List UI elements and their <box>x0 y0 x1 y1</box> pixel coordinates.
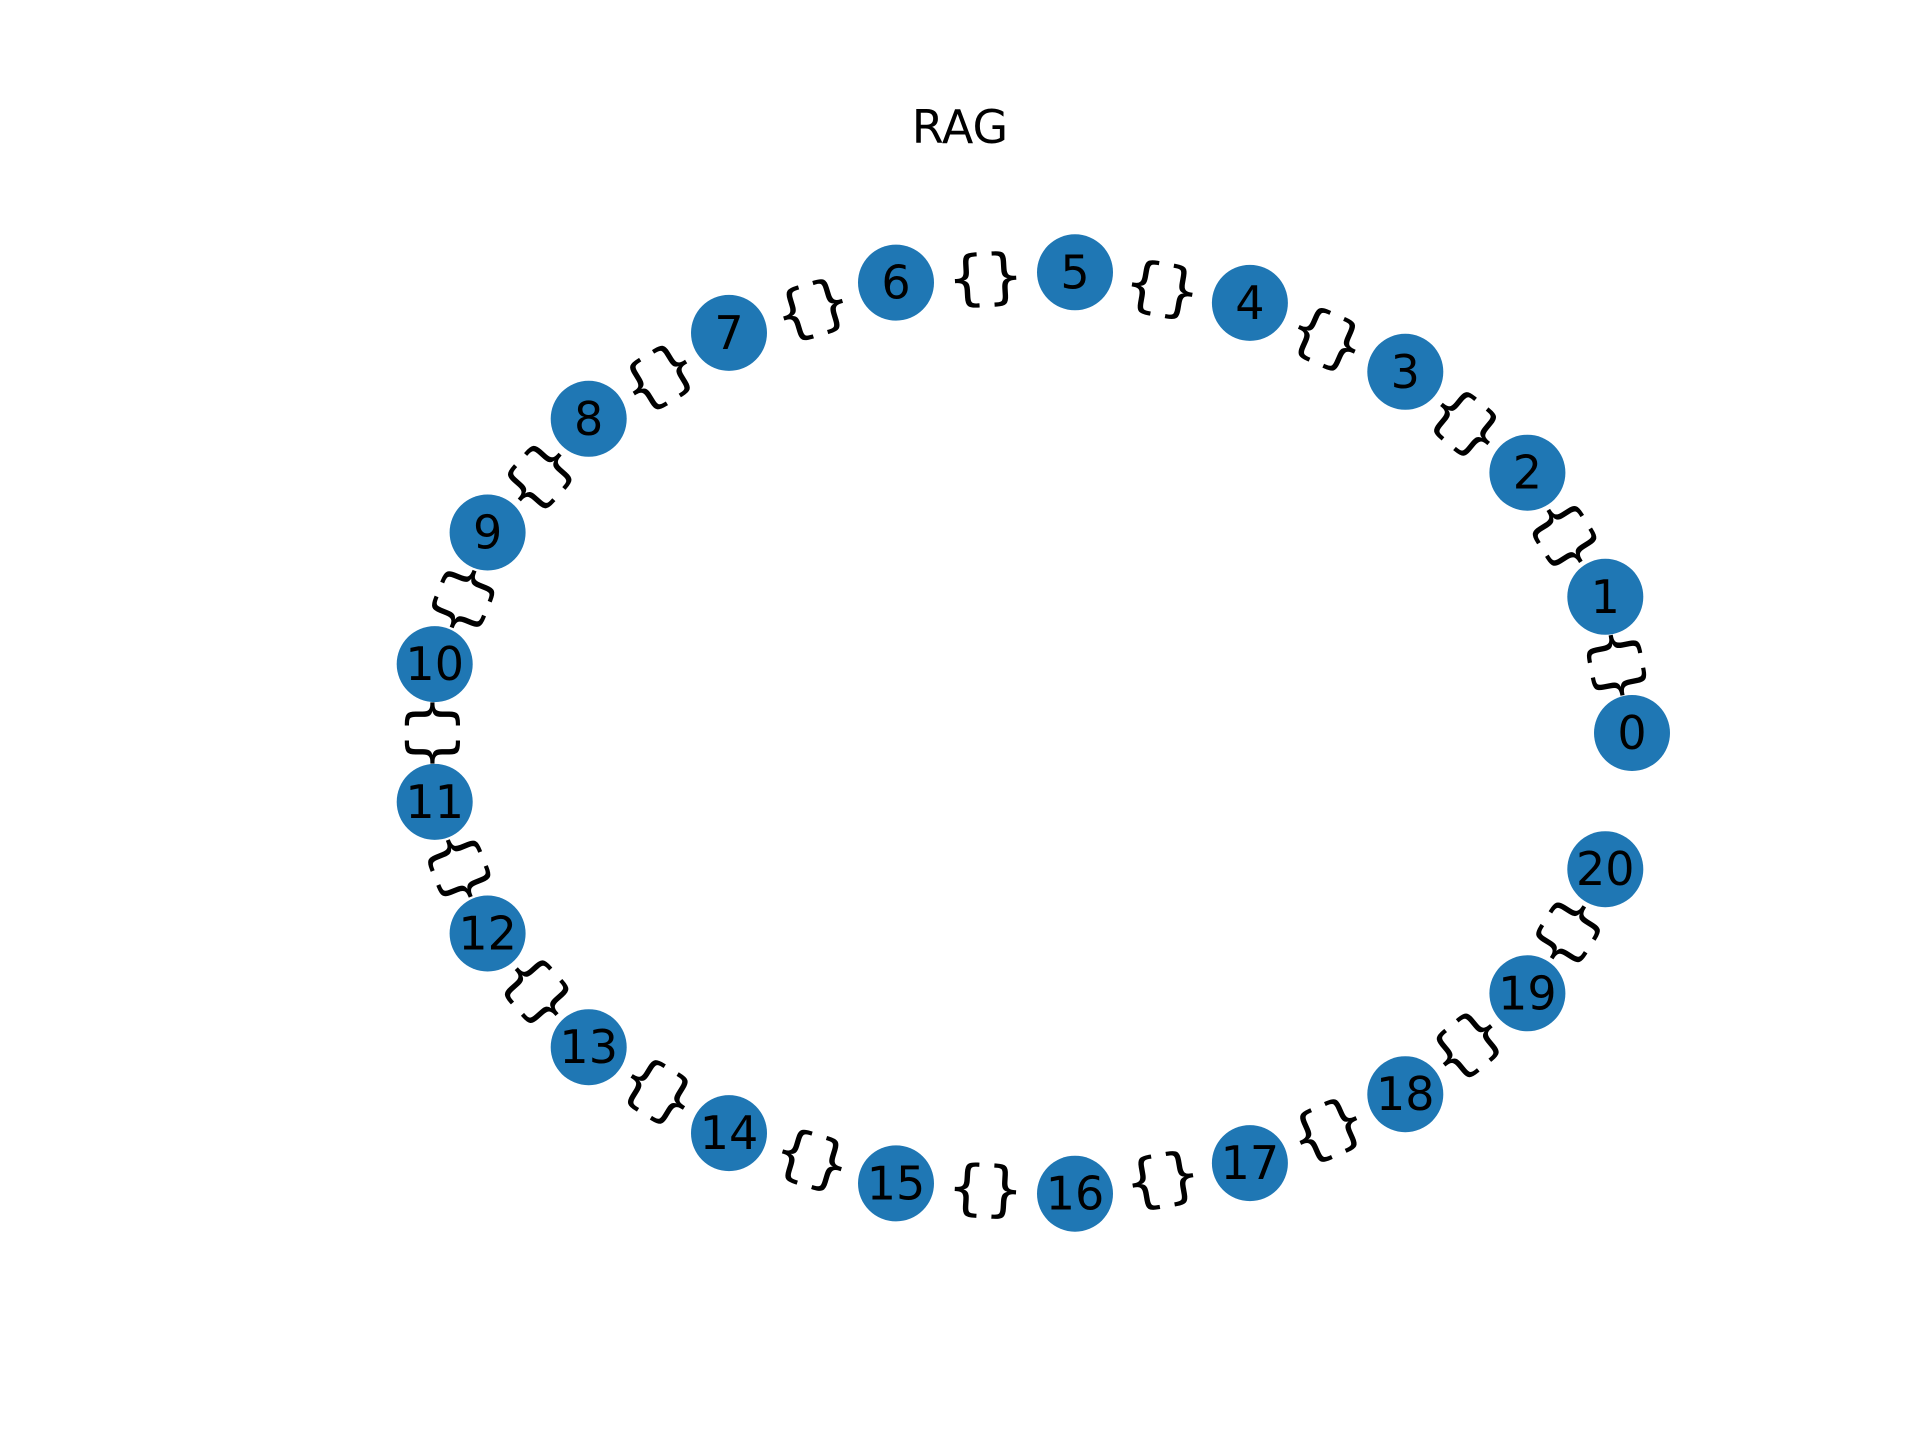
node-label-3: 3 <box>1391 345 1420 399</box>
node-7 <box>691 294 767 371</box>
node-9 <box>449 494 526 571</box>
edge-label-0-1: {} <box>1577 621 1660 709</box>
node-18 <box>1367 1056 1444 1133</box>
node-14 <box>691 1095 767 1172</box>
node-label-8: 8 <box>574 392 603 446</box>
node-12 <box>449 895 526 972</box>
node-label-5: 5 <box>1060 245 1089 299</box>
edge-label-15-16: {} <box>945 1151 1025 1225</box>
node-10 <box>396 626 473 703</box>
node-2 <box>1489 434 1566 511</box>
node-label-13: 13 <box>559 1020 618 1074</box>
node-label-18: 18 <box>1376 1067 1435 1121</box>
node-label-6: 6 <box>881 256 910 310</box>
edge-label-3-4: {} <box>1279 290 1377 385</box>
node-20 <box>1567 831 1644 908</box>
node-label-11: 11 <box>405 775 464 829</box>
node-4 <box>1211 264 1288 341</box>
node-16 <box>1037 1155 1113 1232</box>
edge-label-4-5: {} <box>1119 247 1206 329</box>
node-11 <box>396 763 473 840</box>
node-label-16: 16 <box>1046 1167 1105 1221</box>
node-label-2: 2 <box>1513 446 1542 500</box>
edge-label-6-7: {} <box>766 263 859 352</box>
edge-label-14-15: {} <box>766 1114 859 1203</box>
edge-label-16-17: {} <box>1119 1137 1206 1219</box>
edge-label-17-18: {} <box>1279 1081 1377 1176</box>
node-13 <box>550 1009 627 1086</box>
node-1 <box>1567 558 1644 635</box>
node-15 <box>858 1145 934 1222</box>
node-6 <box>858 244 934 321</box>
node-label-12: 12 <box>458 907 517 961</box>
node-label-14: 14 <box>700 1106 759 1160</box>
node-label-15: 15 <box>867 1156 926 1210</box>
node-17 <box>1211 1125 1288 1202</box>
node-label-4: 4 <box>1235 276 1264 330</box>
edge-label-10-11: {} <box>400 695 470 771</box>
node-label-7: 7 <box>714 306 743 360</box>
graph-title: RAG <box>911 100 1009 154</box>
node-8 <box>550 380 627 457</box>
node-3 <box>1367 333 1444 410</box>
node-label-10: 10 <box>405 637 464 691</box>
node-label-1: 1 <box>1591 570 1620 624</box>
edge-label-5-6: {} <box>945 240 1025 314</box>
node-label-19: 19 <box>1498 966 1557 1020</box>
node-label-0: 0 <box>1617 706 1646 760</box>
node-label-20: 20 <box>1576 842 1635 896</box>
node-label-17: 17 <box>1221 1136 1280 1190</box>
node-19 <box>1489 955 1566 1032</box>
node-0 <box>1594 695 1670 771</box>
node-5 <box>1037 234 1113 311</box>
node-label-9: 9 <box>473 506 502 560</box>
